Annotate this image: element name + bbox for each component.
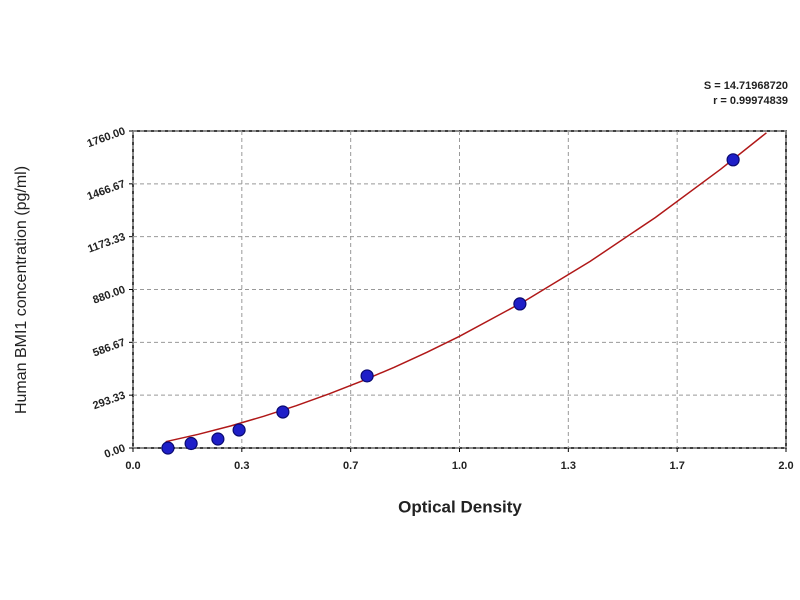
- data-point: [161, 441, 175, 455]
- x-tick-label: 1.7: [670, 460, 685, 472]
- annotation: S = 14.71968720: [704, 80, 788, 92]
- y-tick-label: 586.67: [91, 337, 127, 360]
- data-point: [513, 297, 527, 311]
- y-tick-label: 293.33: [91, 389, 127, 412]
- annotation: r = 0.99974839: [713, 95, 788, 107]
- y-axis-label: Human BMI1 concentration (pg/ml): [13, 166, 30, 414]
- fit-curve: [165, 132, 767, 443]
- x-tick-label: 1.0: [452, 460, 467, 472]
- y-tick-label: 0.00: [103, 442, 127, 461]
- data-point: [184, 436, 198, 451]
- data-point: [276, 405, 290, 419]
- data-point: [726, 153, 740, 167]
- data-point: [360, 369, 374, 383]
- y-tick-label: 1466.67: [86, 178, 127, 203]
- data-point: [232, 423, 246, 437]
- x-tick-label: 1.3: [561, 460, 576, 472]
- y-tick-label: 880.00: [91, 284, 127, 307]
- y-tick-label: 1760.00: [86, 125, 127, 150]
- x-axis-label: Optical Density: [398, 497, 522, 516]
- x-tick-label: 0.3: [234, 460, 249, 472]
- x-tick-label: 0.0: [125, 460, 140, 472]
- x-tick-label: 0.7: [343, 460, 358, 472]
- y-tick-label: 1173.33: [86, 231, 127, 256]
- data-point: [211, 432, 225, 446]
- x-tick-label: 2.0: [778, 460, 793, 472]
